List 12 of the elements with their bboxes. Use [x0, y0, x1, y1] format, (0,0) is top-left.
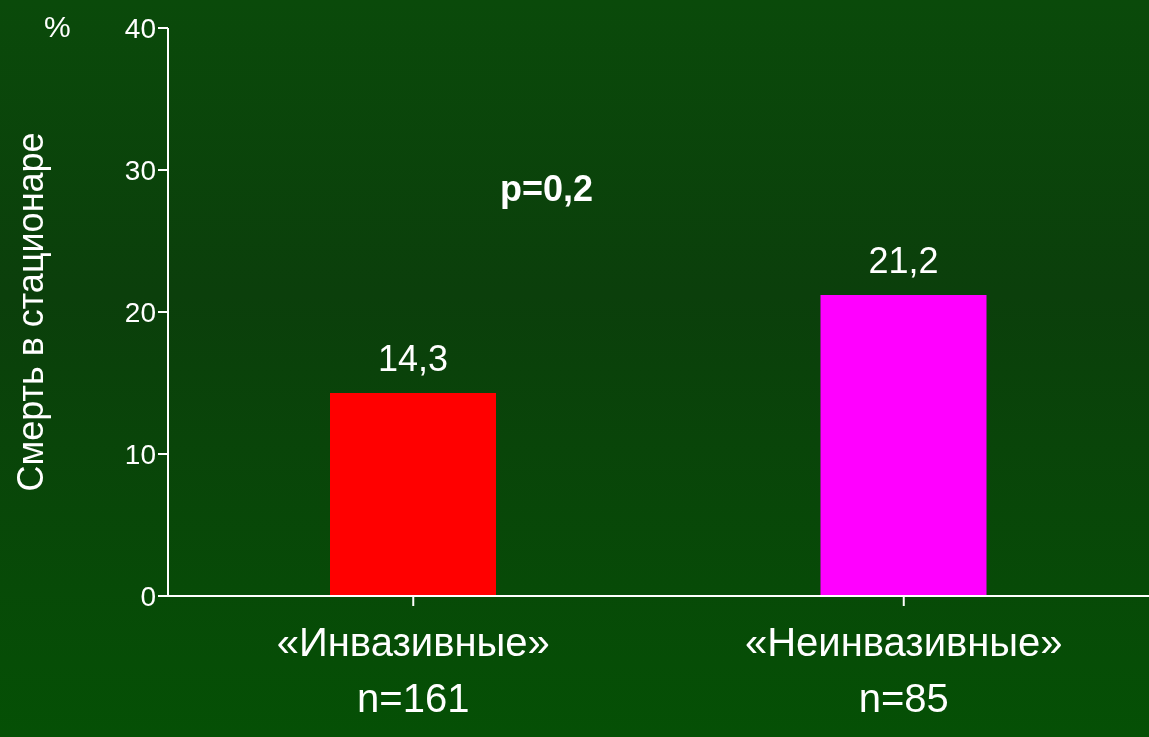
y-tick-label: 30 — [124, 154, 156, 186]
y-tick-label: 10 — [124, 438, 156, 470]
annotation: p=0,2 — [500, 168, 594, 210]
data-label: 21,2 — [868, 239, 939, 281]
x-tick-label: «Неинвазивные» n=85 — [744, 620, 1063, 720]
y-axis-title: Смерть в стационаре — [9, 132, 51, 492]
data-label: 14,3 — [377, 337, 449, 379]
y-tick-label: 40 — [124, 12, 156, 44]
text: % — [44, 10, 71, 44]
y-tick-label: 0 — [140, 580, 156, 612]
y-tick-label: 20 — [124, 296, 156, 328]
x-tick-label: «Инвазивные» n=161 — [276, 620, 550, 720]
